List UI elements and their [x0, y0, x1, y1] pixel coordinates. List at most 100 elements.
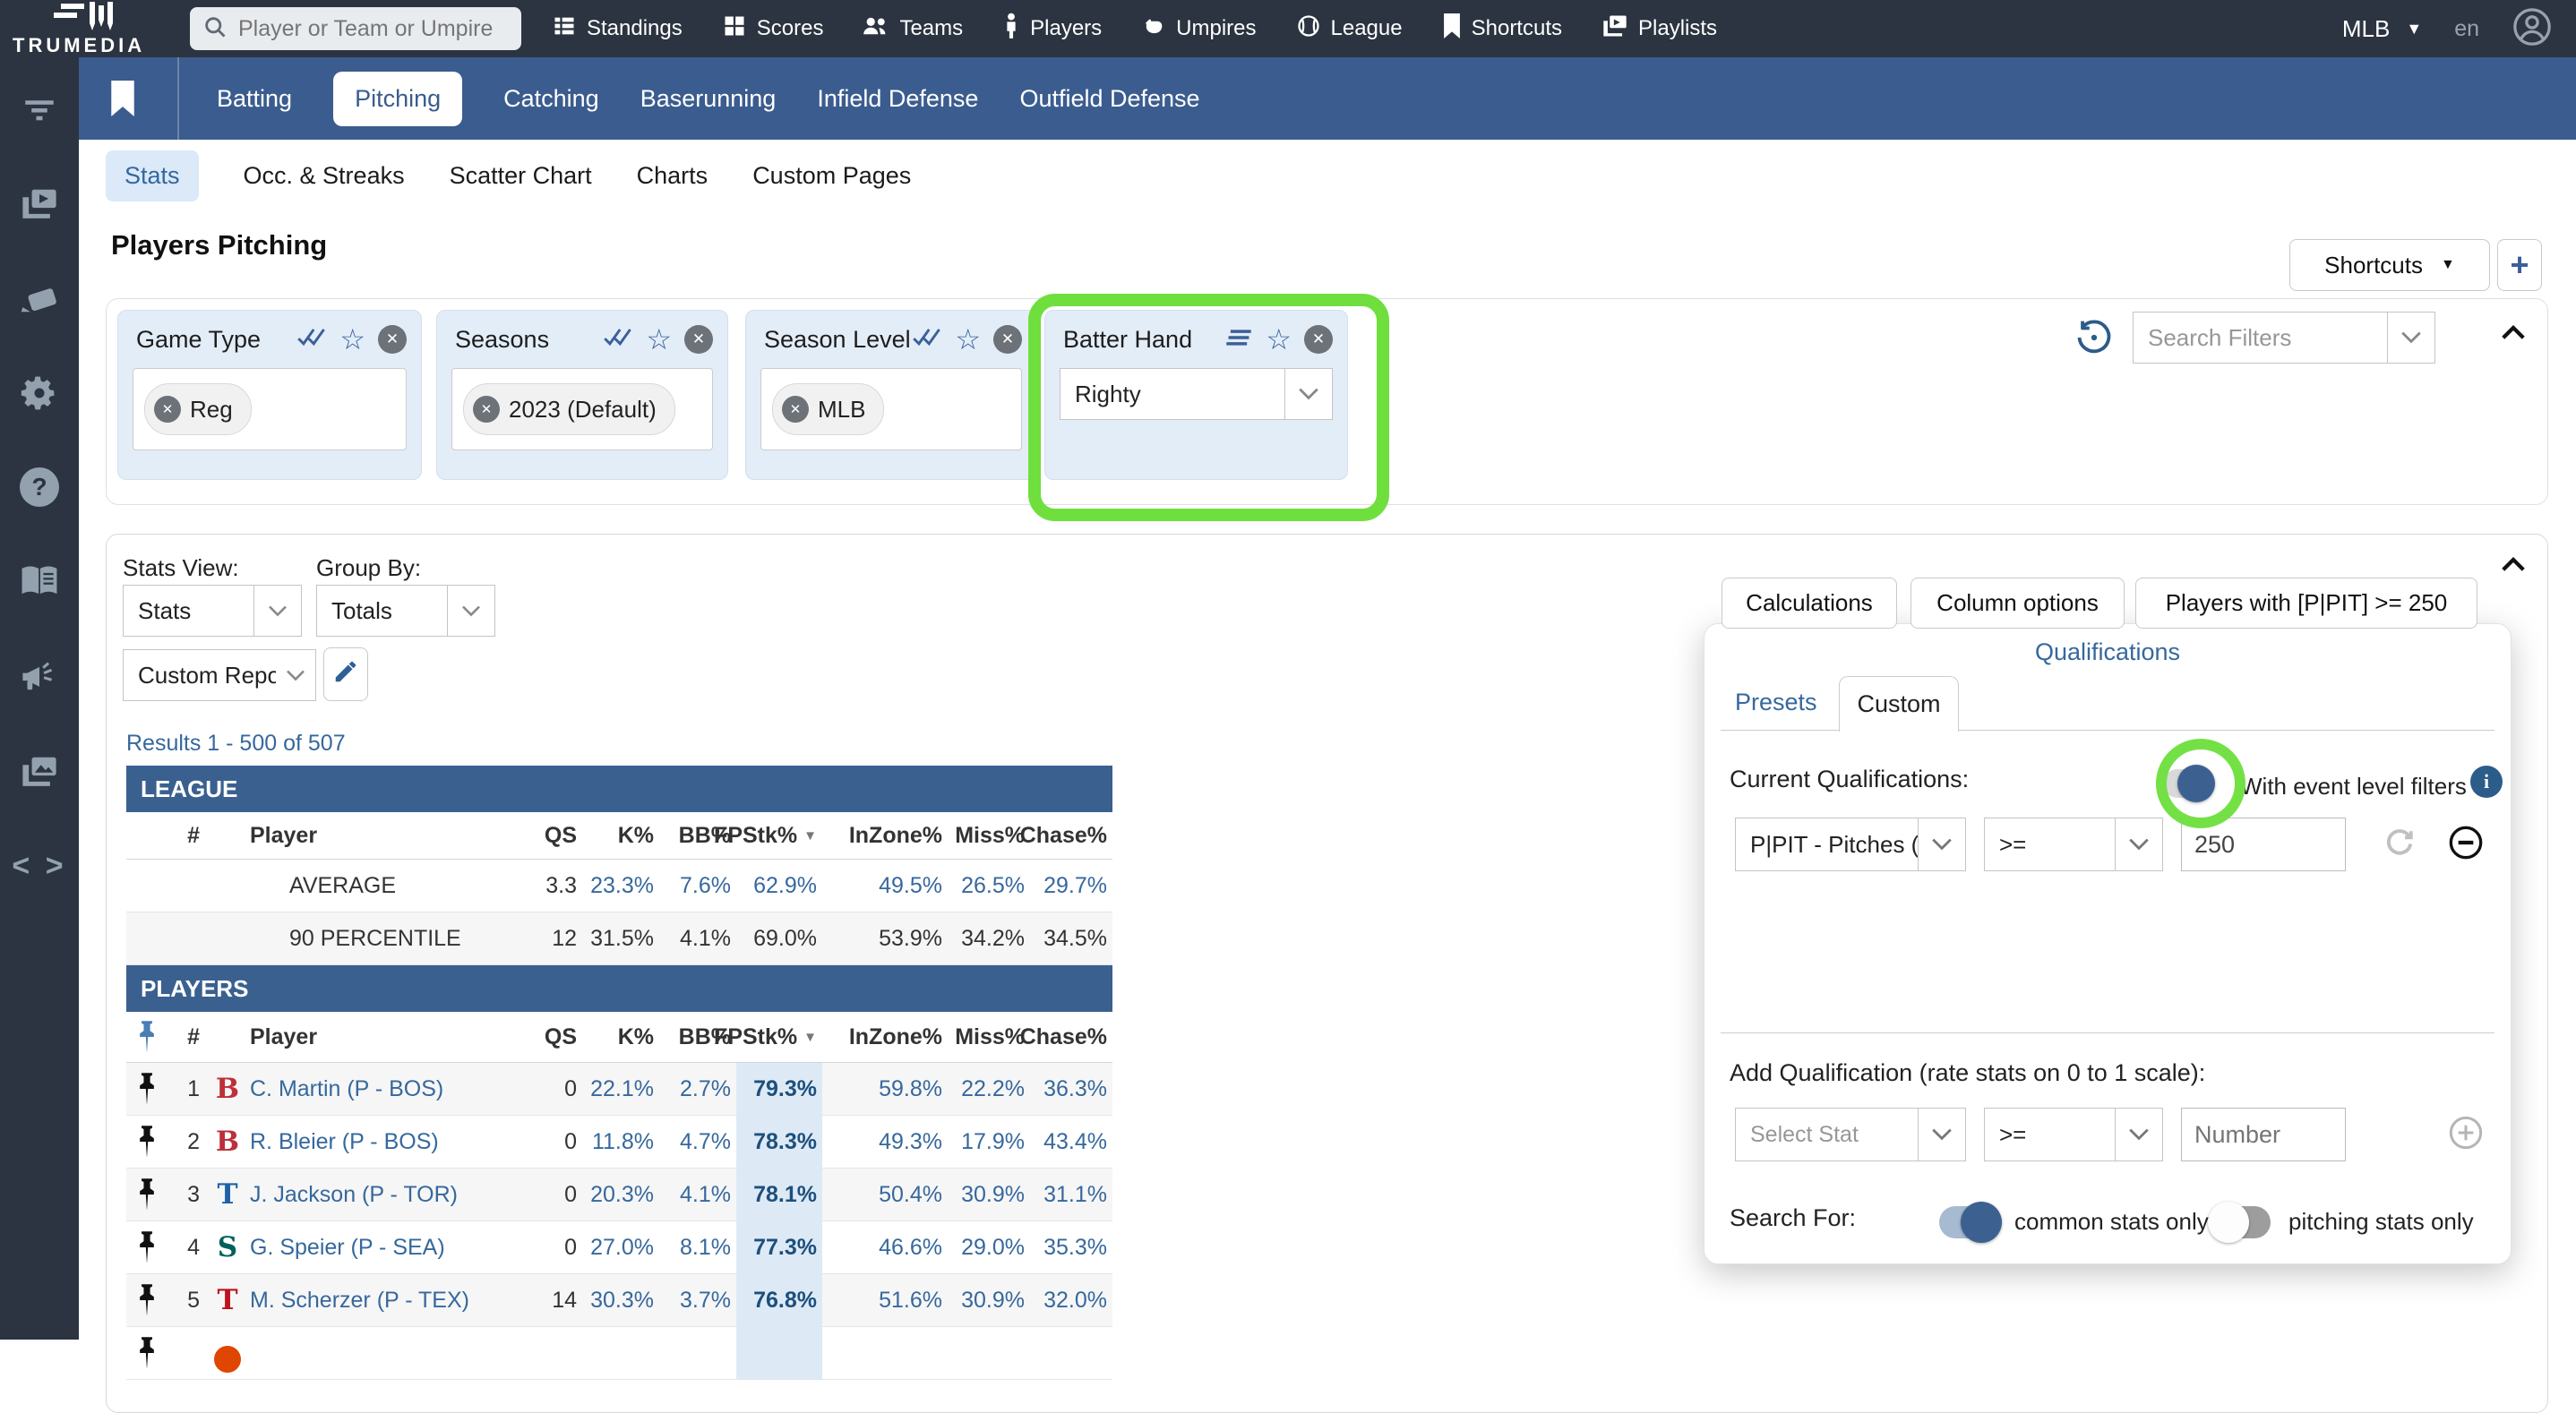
- player-link[interactable]: C. Martin (P - BOS): [250, 1075, 444, 1101]
- nav-umpires[interactable]: Umpires: [1141, 13, 1257, 45]
- global-search[interactable]: [190, 7, 521, 50]
- col-miss[interactable]: Miss%: [955, 822, 1025, 848]
- player-link[interactable]: R. Bleier (P - BOS): [250, 1128, 439, 1154]
- player-link[interactable]: M. Scherzer (P - TEX): [250, 1287, 469, 1313]
- favorite-star-icon[interactable]: ☆: [339, 323, 365, 355]
- tab-custom[interactable]: Custom: [1839, 676, 1959, 732]
- event-level-filters-toggle[interactable]: [2163, 765, 2215, 802]
- trumedia-logo[interactable]: TRUMEDIA: [7, 0, 168, 57]
- collapse-stats-icon[interactable]: [2500, 554, 2527, 578]
- pin-column-icon[interactable]: [126, 1012, 167, 1062]
- qualification-value-input[interactable]: [2181, 818, 2346, 871]
- tab-charts[interactable]: Charts: [636, 161, 708, 189]
- tab-scatter-chart[interactable]: Scatter Chart: [449, 161, 592, 189]
- filter-chip[interactable]: ✕ MLB: [772, 383, 885, 435]
- help-icon[interactable]: ?: [20, 467, 59, 507]
- favorite-star-icon[interactable]: ☆: [1266, 323, 1292, 355]
- info-icon[interactable]: i: [2470, 766, 2503, 798]
- remove-chip-icon[interactable]: ✕: [782, 396, 809, 423]
- tab-infield-defense[interactable]: Infield Defense: [817, 84, 979, 112]
- col-chase[interactable]: Chase%: [1019, 822, 1107, 848]
- remove-filter-icon[interactable]: ✕: [378, 325, 407, 354]
- pin-icon[interactable]: [126, 1327, 167, 1379]
- custom-report-select[interactable]: Custom Report (me): [123, 649, 316, 701]
- tab-outfield-defense[interactable]: Outfield Defense: [1019, 84, 1200, 112]
- filter-chip[interactable]: ✕ 2023 (Default): [463, 383, 675, 435]
- player-link[interactable]: G. Speier (P - SEA): [250, 1234, 445, 1260]
- calculations-button[interactable]: Calculations: [1722, 578, 1897, 629]
- pin-icon[interactable]: [126, 1063, 167, 1115]
- remove-filter-icon[interactable]: ✕: [1304, 325, 1333, 354]
- group-by-select[interactable]: Totals: [316, 585, 495, 637]
- glossary-book-icon[interactable]: [19, 561, 60, 602]
- remove-qualification-icon[interactable]: [2448, 825, 2484, 865]
- remove-filter-icon[interactable]: ✕: [684, 325, 713, 354]
- nav-shortcuts[interactable]: Shortcuts: [1442, 13, 1562, 45]
- favorite-star-icon[interactable]: ☆: [646, 323, 672, 355]
- tab-catching[interactable]: Catching: [503, 84, 599, 112]
- remove-chip-icon[interactable]: ✕: [473, 396, 500, 423]
- add-value-input[interactable]: [2181, 1108, 2346, 1161]
- batter-hand-select[interactable]: Righty: [1060, 368, 1333, 420]
- nav-teams[interactable]: Teams: [863, 13, 963, 45]
- code-embed-icon[interactable]: < >: [12, 848, 67, 883]
- column-options-button[interactable]: Column options: [1911, 578, 2125, 629]
- double-check-icon[interactable]: [296, 326, 327, 354]
- add-operator-select[interactable]: >=: [1984, 1108, 2163, 1161]
- reset-qualification-icon[interactable]: [2383, 826, 2416, 863]
- pin-icon[interactable]: [126, 1274, 167, 1326]
- tab-occ-streaks[interactable]: Occ. & Streaks: [243, 161, 405, 189]
- col-rank[interactable]: #: [187, 822, 200, 848]
- nav-scores[interactable]: Scores: [722, 13, 823, 45]
- col-player[interactable]: Player: [250, 822, 318, 848]
- pin-icon[interactable]: [126, 1169, 167, 1220]
- tab-pitching[interactable]: Pitching: [333, 71, 463, 126]
- tab-presets[interactable]: Presets: [1735, 689, 1817, 715]
- language-label[interactable]: en: [2454, 15, 2479, 41]
- filter-history-icon[interactable]: [2075, 319, 2113, 361]
- league-switcher[interactable]: MLB ▼: [2341, 14, 2423, 42]
- qualification-stat-select[interactable]: P|PIT - Pitches (...: [1735, 818, 1966, 871]
- col-inzone[interactable]: InZone%: [848, 822, 942, 848]
- settings-gear-icon[interactable]: [19, 373, 60, 414]
- whiteboard-icon[interactable]: [19, 278, 60, 319]
- announcements-megaphone-icon[interactable]: [19, 655, 60, 697]
- results-count-link[interactable]: Results 1 - 500 of 507: [126, 731, 346, 756]
- pin-icon[interactable]: [126, 1116, 167, 1168]
- nav-standings[interactable]: Standings: [552, 13, 683, 45]
- favorite-star-icon[interactable]: ☆: [955, 323, 981, 355]
- col-qs[interactable]: QS: [544, 822, 577, 848]
- nav-players[interactable]: Players: [1002, 13, 1102, 46]
- tab-baserunning[interactable]: Baserunning: [640, 84, 777, 112]
- add-qualification-icon[interactable]: [2448, 1115, 2484, 1155]
- video-playlist-icon[interactable]: [19, 183, 60, 224]
- shortcuts-dropdown-button[interactable]: Shortcuts ▼: [2289, 239, 2490, 291]
- add-stat-select[interactable]: Select Stat: [1735, 1108, 1966, 1161]
- remove-filter-icon[interactable]: ✕: [993, 325, 1022, 354]
- pitching-stats-toggle[interactable]: [2208, 1202, 2271, 1243]
- search-input[interactable]: [236, 14, 509, 43]
- tab-stats[interactable]: Stats: [106, 150, 199, 201]
- search-filters-select[interactable]: Search Filters: [2133, 312, 2435, 364]
- col-bb[interactable]: BB%: [678, 822, 731, 848]
- media-gallery-icon[interactable]: [19, 750, 60, 792]
- remove-chip-icon[interactable]: ✕: [154, 396, 181, 423]
- add-page-button[interactable]: +: [2497, 239, 2542, 291]
- user-avatar-icon[interactable]: [2512, 6, 2553, 52]
- player-link[interactable]: J. Jackson (P - TOR): [250, 1181, 459, 1207]
- col-k[interactable]: K%: [617, 822, 654, 848]
- collapse-filters-icon[interactable]: [2500, 322, 2527, 347]
- nav-league[interactable]: League: [1296, 13, 1403, 45]
- nav-playlists[interactable]: Playlists: [1601, 13, 1717, 45]
- qualification-operator-select[interactable]: >=: [1984, 818, 2163, 871]
- filter-icon[interactable]: [19, 88, 60, 129]
- filter-lines-icon[interactable]: [1224, 327, 1253, 353]
- pin-page-bookmark-icon[interactable]: [109, 81, 140, 116]
- stats-view-select[interactable]: Stats: [123, 585, 302, 637]
- double-check-icon[interactable]: [912, 326, 942, 354]
- double-check-icon[interactable]: [603, 326, 633, 354]
- common-stats-toggle[interactable]: [1939, 1202, 2002, 1243]
- edit-report-button[interactable]: [323, 647, 368, 701]
- filter-chip[interactable]: ✕ Reg: [144, 383, 252, 435]
- col-fpstk-sorted[interactable]: FPStk% ▼: [714, 822, 817, 848]
